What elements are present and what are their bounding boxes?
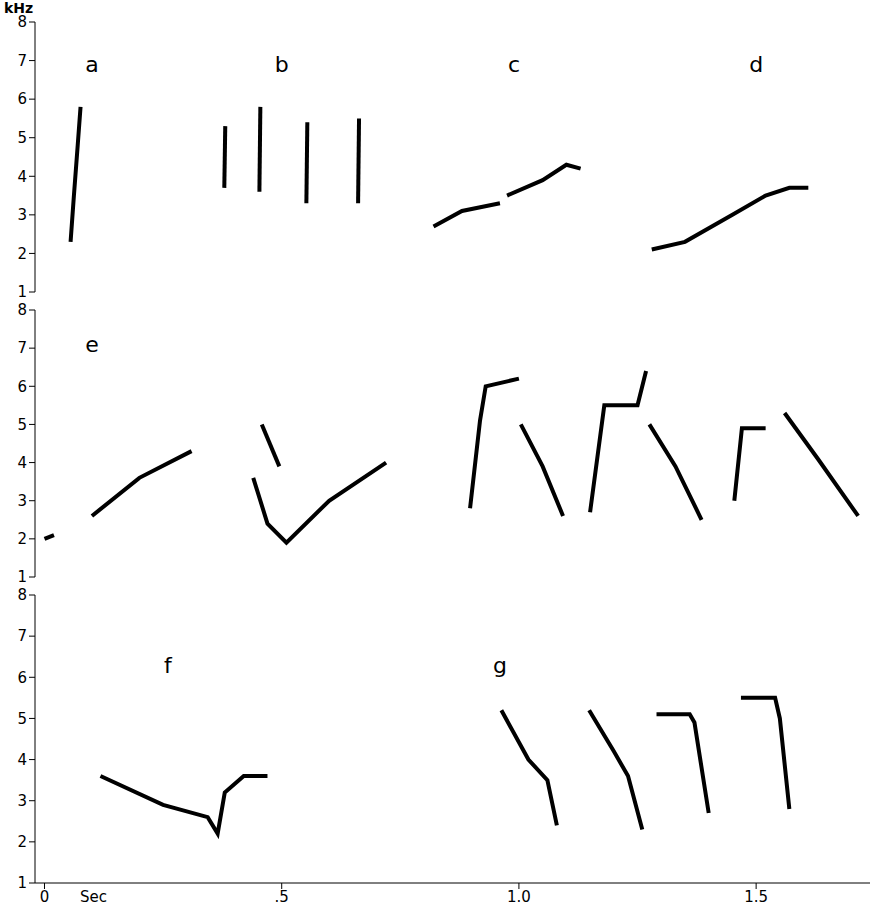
svg-text:c: c [508,52,520,77]
svg-text:e: e [85,332,99,357]
svg-text:6: 6 [17,669,27,687]
svg-text:f: f [164,653,173,678]
svg-text:1: 1 [17,283,27,300]
svg-text:4: 4 [17,454,27,472]
svg-text:5: 5 [17,129,27,147]
svg-text:4: 4 [17,751,27,769]
svg-text:2: 2 [17,530,27,548]
svg-text:d: d [749,52,763,77]
svg-text:8: 8 [17,13,27,31]
svg-text:7: 7 [17,627,27,645]
svg-text:6: 6 [17,90,27,108]
html-text:kHz: kHz [4,0,34,16]
svg-text:5: 5 [17,710,27,728]
svg-text:2: 2 [17,245,27,263]
svg-text:8: 8 [17,301,27,319]
svg-text:0: 0 [40,888,50,906]
svg-text:1.5: 1.5 [744,888,768,906]
html-text:Sec: Sec [80,888,107,906]
svg-text:2: 2 [17,833,27,851]
svg-text:1: 1 [17,568,27,585]
svg-text:g: g [493,653,507,678]
svg-text:3: 3 [17,206,27,224]
svg-text:7: 7 [17,52,27,70]
svg-text:1: 1 [17,874,27,892]
svg-text:3: 3 [17,792,27,810]
svg-text:6: 6 [17,378,27,396]
svg-text:a: a [85,52,98,77]
svg-text:3: 3 [17,492,27,510]
svg-text:8: 8 [17,586,27,604]
svg-text:.5: .5 [275,888,289,906]
svg-text:7: 7 [17,339,27,357]
svg-text:4: 4 [17,168,27,186]
svg-text:5: 5 [17,416,27,434]
svg-text:b: b [275,52,289,77]
svg-text:1.0: 1.0 [507,888,531,906]
